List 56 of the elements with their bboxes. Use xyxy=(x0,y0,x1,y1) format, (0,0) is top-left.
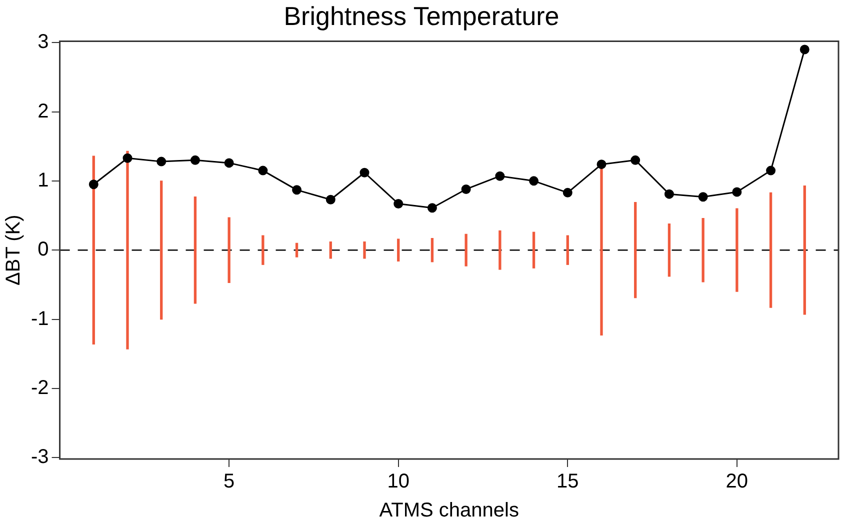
bar xyxy=(194,196,197,304)
y-tick-label: 1 xyxy=(38,169,49,192)
bar xyxy=(566,235,569,265)
bar xyxy=(430,238,434,262)
point xyxy=(766,166,776,176)
x-tick-label: 20 xyxy=(726,470,748,493)
point xyxy=(630,155,640,165)
y-axis-title: ΔBT (K) xyxy=(2,214,25,286)
point xyxy=(529,176,539,186)
bar xyxy=(126,150,129,350)
bar xyxy=(668,223,671,277)
y-tick-label: -3 xyxy=(30,446,49,468)
bar xyxy=(228,217,230,283)
point xyxy=(698,192,708,202)
chart-title: Brightness Temperature xyxy=(284,0,560,31)
bar xyxy=(363,241,366,259)
point xyxy=(156,156,166,166)
x-tick-label: 15 xyxy=(556,470,579,493)
bar xyxy=(634,202,637,298)
y-tick-label: 3 xyxy=(38,31,49,54)
bar xyxy=(736,208,738,292)
point xyxy=(394,199,404,209)
bar xyxy=(295,242,298,258)
point xyxy=(190,155,200,165)
x-tick-label: 10 xyxy=(387,470,410,493)
point xyxy=(88,180,98,190)
x-axis-title: ATMS channels xyxy=(379,500,519,522)
bar xyxy=(702,218,704,282)
point xyxy=(292,185,302,195)
point xyxy=(224,158,234,168)
bar xyxy=(803,185,806,315)
point xyxy=(360,168,370,178)
point xyxy=(664,189,674,199)
point xyxy=(732,187,742,197)
bar xyxy=(532,232,536,268)
point xyxy=(495,171,505,181)
point xyxy=(800,44,810,54)
y-tick-label: -2 xyxy=(30,376,49,399)
x-tick-label: 5 xyxy=(224,470,235,493)
point xyxy=(461,184,471,194)
bar xyxy=(498,230,502,270)
bar xyxy=(329,241,332,259)
y-tick-label: 0 xyxy=(38,238,49,261)
bar xyxy=(160,180,163,320)
bar xyxy=(769,192,772,308)
bar xyxy=(262,235,264,265)
bar xyxy=(464,234,468,266)
point xyxy=(258,166,268,176)
point xyxy=(326,194,336,204)
point xyxy=(596,160,606,170)
y-tick-label: -1 xyxy=(30,308,49,330)
bar xyxy=(397,238,400,262)
point xyxy=(427,203,437,213)
y-tick-label: 2 xyxy=(38,100,49,122)
point xyxy=(122,153,132,163)
point xyxy=(562,188,572,198)
